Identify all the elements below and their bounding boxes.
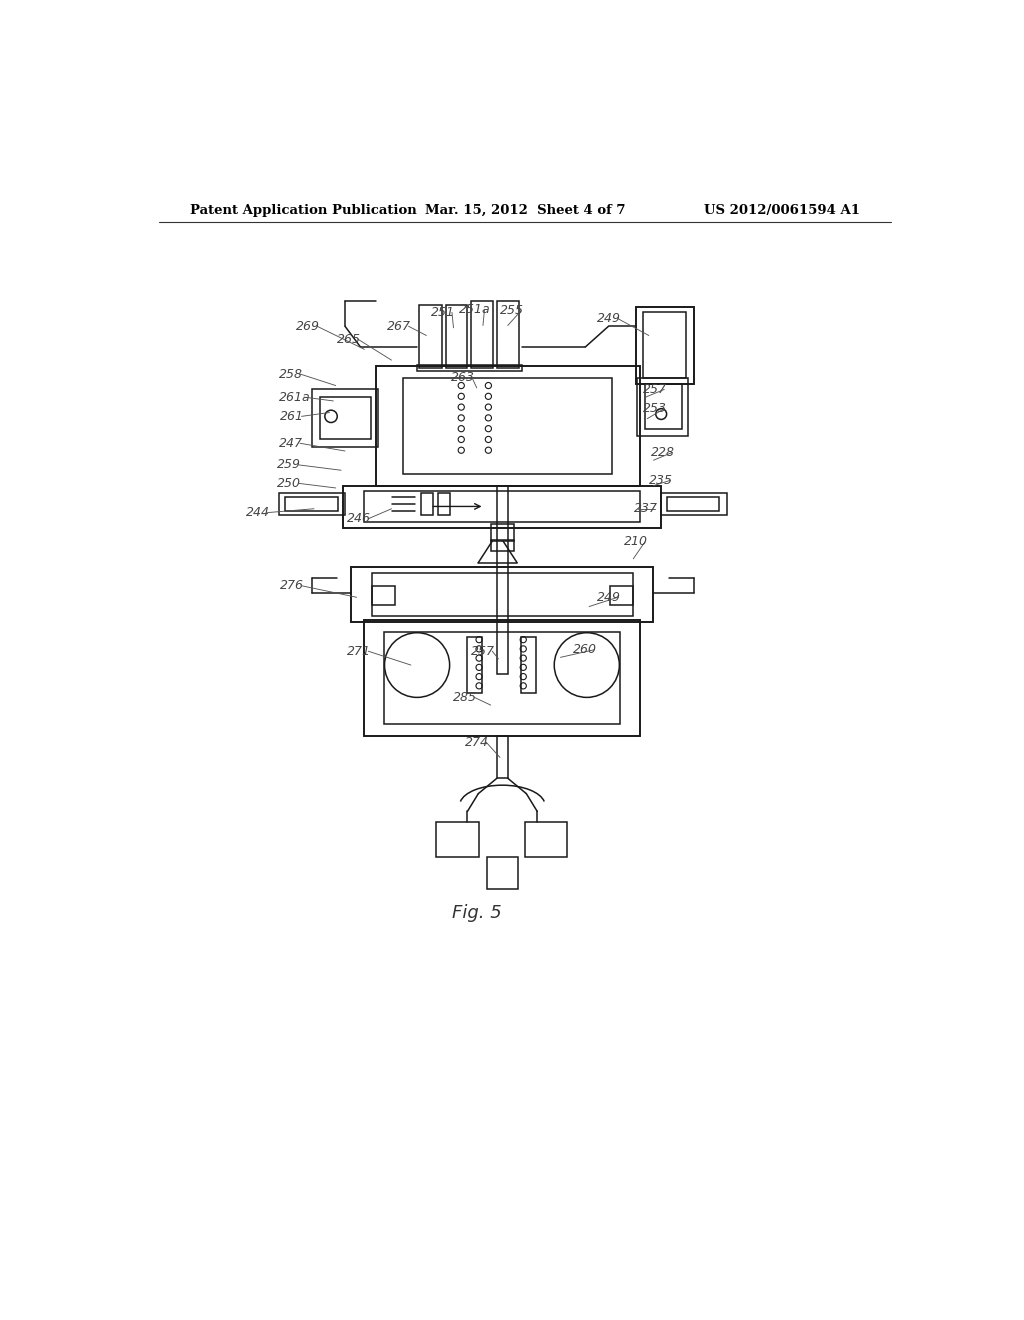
Bar	[421, 494, 433, 515]
Bar	[490, 540, 514, 552]
Bar	[372, 586, 395, 605]
Text: 237: 237	[634, 502, 657, 515]
Bar	[645, 384, 682, 429]
Text: 276: 276	[281, 579, 304, 593]
Text: 269: 269	[296, 319, 319, 333]
Text: 250: 250	[278, 477, 301, 490]
Bar	[471, 301, 493, 368]
Bar	[312, 389, 378, 447]
Bar	[365, 620, 640, 737]
Bar	[351, 566, 653, 622]
Text: 228: 228	[650, 446, 675, 459]
Text: 210: 210	[624, 536, 647, 548]
Bar	[280, 494, 345, 515]
Bar	[436, 822, 479, 857]
Bar	[667, 498, 719, 511]
Text: 265: 265	[337, 333, 360, 346]
Bar	[610, 586, 633, 605]
Text: 271: 271	[347, 644, 371, 657]
Text: US 2012/0061594 A1: US 2012/0061594 A1	[703, 205, 859, 218]
Text: 259: 259	[278, 458, 301, 471]
Bar	[497, 486, 508, 675]
Text: Mar. 15, 2012  Sheet 4 of 7: Mar. 15, 2012 Sheet 4 of 7	[425, 205, 625, 218]
Bar	[376, 367, 640, 486]
Bar	[497, 301, 518, 368]
Bar	[524, 822, 567, 857]
Text: 258: 258	[279, 367, 303, 380]
Text: 249: 249	[597, 591, 621, 603]
Bar	[467, 638, 482, 693]
Bar	[286, 498, 338, 511]
Text: 249: 249	[597, 312, 621, 325]
Text: Fig. 5: Fig. 5	[452, 904, 502, 921]
Bar	[343, 486, 662, 528]
Bar	[438, 494, 451, 515]
Text: Patent Application Publication: Patent Application Publication	[190, 205, 417, 218]
Text: 251: 251	[431, 306, 455, 319]
Bar	[486, 857, 518, 890]
Text: 285: 285	[454, 690, 477, 704]
Text: 257: 257	[471, 644, 495, 657]
Text: 263: 263	[451, 371, 475, 384]
Text: 253: 253	[643, 403, 667, 416]
Text: 257: 257	[643, 383, 667, 396]
Text: 255: 255	[500, 305, 523, 317]
Bar	[419, 305, 442, 368]
Text: 244: 244	[246, 506, 270, 519]
Text: 260: 260	[573, 643, 597, 656]
Text: 246: 246	[347, 512, 371, 525]
Text: 247: 247	[279, 437, 303, 450]
Text: 267: 267	[387, 319, 412, 333]
Bar	[521, 638, 537, 693]
Bar	[643, 313, 686, 378]
Text: 251a: 251a	[460, 302, 492, 315]
Bar	[497, 737, 508, 779]
Text: 261: 261	[281, 409, 304, 422]
Bar	[636, 308, 693, 384]
Text: 235: 235	[649, 474, 673, 487]
Bar	[662, 494, 727, 515]
Bar	[445, 305, 467, 368]
Bar	[321, 397, 371, 440]
Bar	[490, 524, 514, 541]
Bar	[637, 378, 687, 436]
Text: 274: 274	[465, 735, 488, 748]
Text: 261a: 261a	[279, 391, 310, 404]
Bar	[417, 364, 521, 371]
Bar	[403, 378, 612, 474]
Bar	[365, 491, 640, 521]
Bar	[372, 573, 633, 615]
Bar	[384, 632, 621, 725]
